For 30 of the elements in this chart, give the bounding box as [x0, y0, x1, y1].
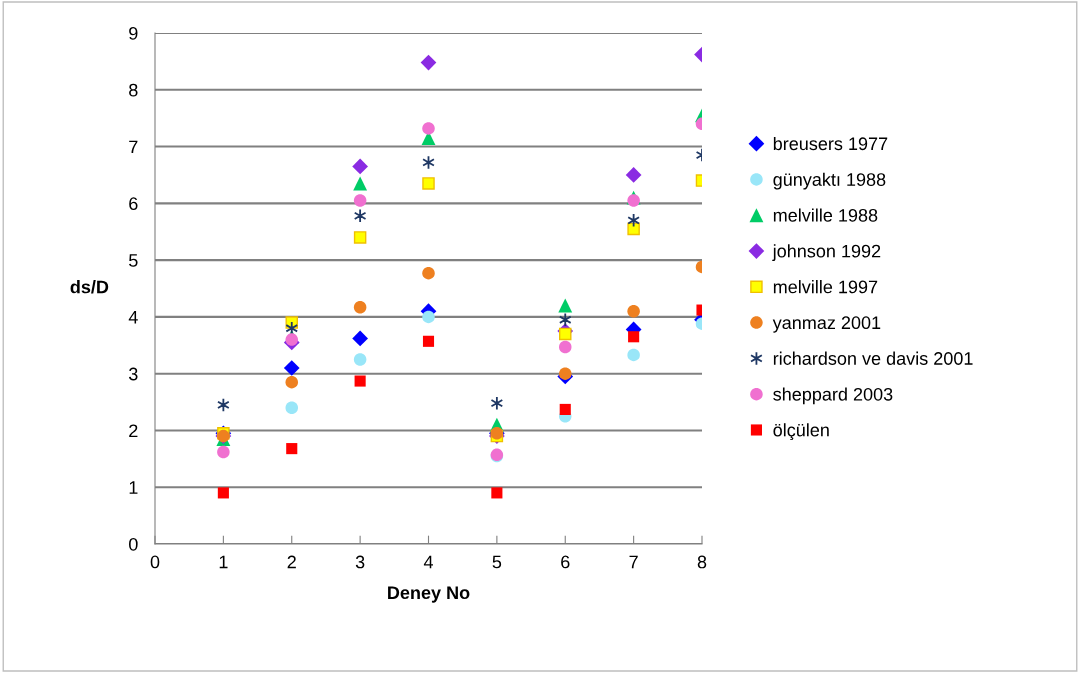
- y-tick-label: 0: [129, 537, 138, 551]
- x-tick-label: 3: [355, 555, 365, 569]
- y-tick-label: 2: [129, 424, 138, 437]
- legend-label: ölçülen: [773, 423, 829, 441]
- x-tick-label: 4: [423, 555, 433, 569]
- legend-label: günyaktı 1988: [773, 172, 886, 190]
- y-tick-label: 8: [129, 83, 138, 97]
- x-tick-label: 5: [492, 555, 502, 569]
- y-tick-label: 6: [129, 197, 138, 211]
- legend-label: breusers 1977: [773, 136, 888, 151]
- x-tick-label: 2: [287, 555, 296, 569]
- y-tick-label: 3: [128, 367, 138, 381]
- legend-label: richardson ve davis 2001: [773, 351, 973, 365]
- x-tick-label: 0: [150, 555, 160, 569]
- y-tick-label: 9: [129, 26, 138, 40]
- legend-label: melville 1988: [773, 208, 878, 222]
- y-tick-label: 5: [129, 254, 138, 267]
- x-tick-label: 1: [219, 555, 228, 569]
- y-tick-label: 1: [129, 481, 138, 494]
- legend-label: johnson 1992: [772, 244, 881, 262]
- y-axis-title: ds/D: [70, 280, 109, 294]
- y-tick-label: 7: [129, 140, 138, 154]
- legend-label: yanmaz 2001: [772, 316, 881, 333]
- x-tick-label: 6: [561, 555, 570, 569]
- y-tick-label: 4: [128, 311, 138, 324]
- x-tick-label: 7: [629, 555, 638, 569]
- legend-label: melville 1997: [773, 280, 878, 294]
- x-axis-title: Deney No: [388, 586, 470, 603]
- legend-label: sheppard 2003: [773, 387, 893, 405]
- x-tick-label: 8: [697, 555, 707, 569]
